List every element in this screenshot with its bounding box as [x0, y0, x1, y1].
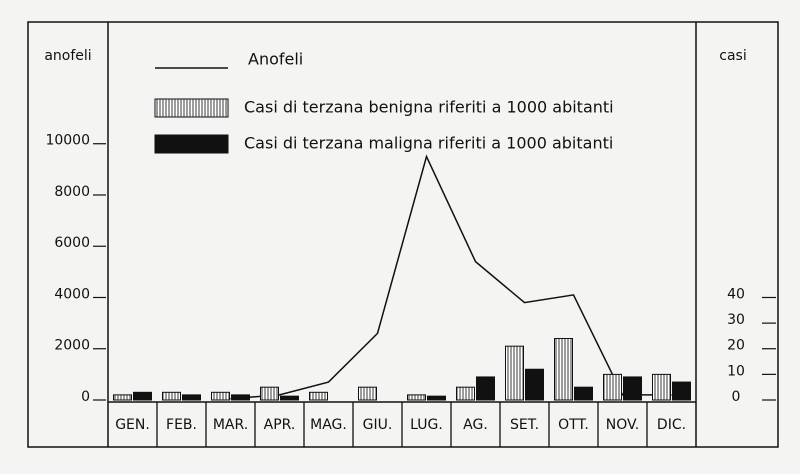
bar [505, 345, 524, 401]
x-tick-label: APR. [264, 417, 296, 433]
y2-tick-label: 0 [732, 389, 741, 405]
bar [162, 391, 181, 401]
bar [603, 373, 622, 401]
bar [623, 376, 642, 401]
bar [652, 373, 671, 401]
y-axis-label: anofeli [44, 48, 91, 64]
bar [407, 394, 426, 401]
y2-tick-label: 30 [727, 312, 745, 328]
bar [358, 386, 377, 401]
bar [476, 376, 495, 401]
bar [260, 386, 279, 401]
bar [456, 386, 475, 401]
bar [280, 395, 299, 401]
x-tick-label: GEN. [115, 417, 150, 433]
x-tick-label: LUG. [410, 417, 443, 433]
x-tick-label: AG. [463, 417, 488, 433]
bar [113, 394, 132, 401]
y-tick-label: 2000 [54, 338, 90, 354]
x-tick-label: MAG. [310, 417, 347, 433]
x-tick-label: OTT. [558, 417, 589, 433]
x-tick-label: MAR. [213, 417, 248, 433]
x-tick-label: SET. [510, 417, 539, 433]
bar [211, 391, 230, 401]
bar [182, 394, 201, 401]
legend-swatch [154, 134, 229, 154]
bar [554, 337, 573, 401]
y-tick-label: 6000 [54, 235, 90, 251]
frame [27, 21, 779, 448]
y-tick-label: 8000 [54, 184, 90, 200]
x-tick-label: GIU. [363, 417, 393, 433]
y-tick-label: 4000 [54, 286, 90, 302]
line [230, 154, 672, 400]
x-tick-label: DIC. [657, 417, 686, 433]
x-tick-label: FEB. [166, 417, 197, 433]
legend-label: Anofeli [248, 50, 303, 69]
bar [574, 386, 593, 401]
bar [672, 381, 691, 401]
y2-tick-label: 20 [727, 338, 745, 354]
legend-label: Casi di terzana maligna riferiti a 1000 … [244, 134, 613, 153]
bar [231, 394, 250, 401]
bar [133, 391, 152, 401]
bar [309, 391, 328, 401]
y2-tick-label: 10 [727, 363, 745, 379]
legend-swatch [154, 98, 229, 118]
y-tick-label: 10000 [45, 133, 90, 149]
bar [427, 395, 446, 401]
legend-label: Casi di terzana benigna riferiti a 1000 … [244, 98, 614, 117]
y2-axis-label: casi [719, 48, 746, 64]
y-tick-label: 0 [81, 389, 90, 405]
x-tick-label: NOV. [606, 417, 639, 433]
y2-tick-label: 40 [727, 286, 745, 302]
bar [525, 368, 544, 401]
